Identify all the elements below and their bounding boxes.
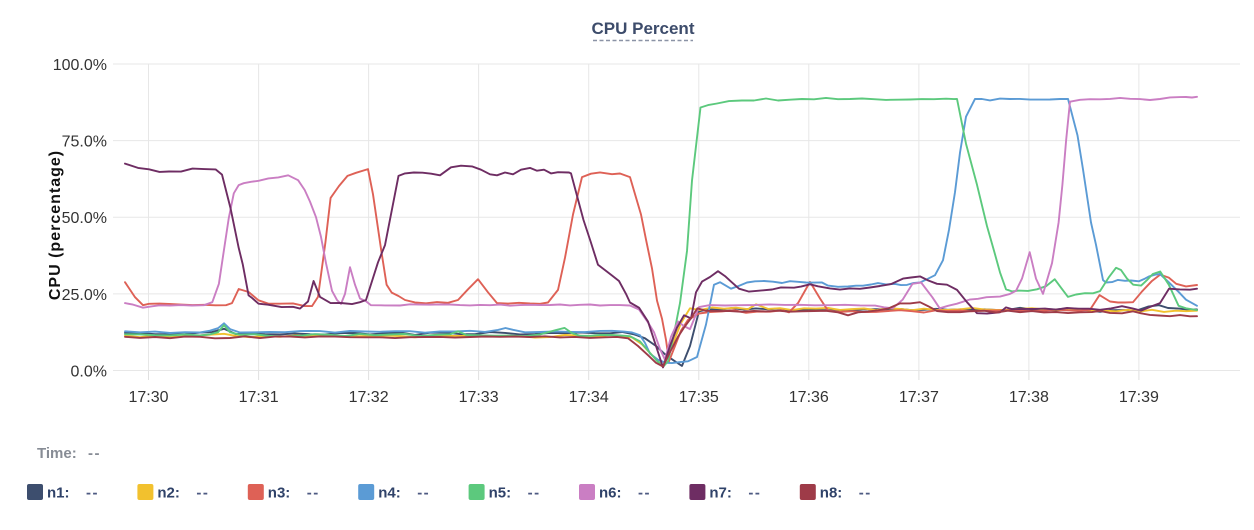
svg-text:17:30: 17:30 bbox=[128, 389, 168, 406]
svg-text:Time:: Time: bbox=[37, 445, 77, 462]
svg-text:n8:: n8: bbox=[820, 485, 843, 502]
svg-text:CPU (percentage): CPU (percentage) bbox=[47, 150, 64, 300]
svg-text:25.0%: 25.0% bbox=[62, 287, 107, 304]
svg-text:17:33: 17:33 bbox=[459, 389, 499, 406]
svg-text:n6:: n6: bbox=[599, 485, 622, 502]
svg-text:--: -- bbox=[638, 485, 651, 502]
svg-text:17:34: 17:34 bbox=[569, 389, 609, 406]
svg-text:50.0%: 50.0% bbox=[62, 210, 107, 227]
svg-text:--: -- bbox=[88, 445, 101, 462]
svg-text:17:36: 17:36 bbox=[789, 389, 829, 406]
svg-text:--: -- bbox=[859, 485, 872, 502]
svg-text:--: -- bbox=[748, 485, 761, 502]
svg-text:17:39: 17:39 bbox=[1119, 389, 1159, 406]
svg-text:17:38: 17:38 bbox=[1009, 389, 1049, 406]
svg-text:n3:: n3: bbox=[268, 485, 291, 502]
svg-text:n4:: n4: bbox=[378, 485, 401, 502]
svg-text:--: -- bbox=[528, 485, 541, 502]
svg-text:--: -- bbox=[86, 485, 99, 502]
svg-text:n1:: n1: bbox=[47, 485, 70, 502]
svg-text:75.0%: 75.0% bbox=[62, 134, 107, 151]
svg-text:17:32: 17:32 bbox=[349, 389, 389, 406]
svg-text:17:35: 17:35 bbox=[679, 389, 719, 406]
svg-text:--: -- bbox=[196, 485, 209, 502]
svg-text:CPU Percent: CPU Percent bbox=[592, 19, 695, 38]
svg-text:n7:: n7: bbox=[709, 485, 732, 502]
svg-text:--: -- bbox=[307, 485, 320, 502]
svg-text:100.0%: 100.0% bbox=[53, 57, 107, 74]
svg-text:17:31: 17:31 bbox=[239, 389, 279, 406]
svg-text:n5:: n5: bbox=[489, 485, 512, 502]
svg-text:0.0%: 0.0% bbox=[71, 364, 107, 381]
svg-text:17:37: 17:37 bbox=[899, 389, 939, 406]
svg-text:n2:: n2: bbox=[157, 485, 180, 502]
svg-text:--: -- bbox=[417, 485, 430, 502]
